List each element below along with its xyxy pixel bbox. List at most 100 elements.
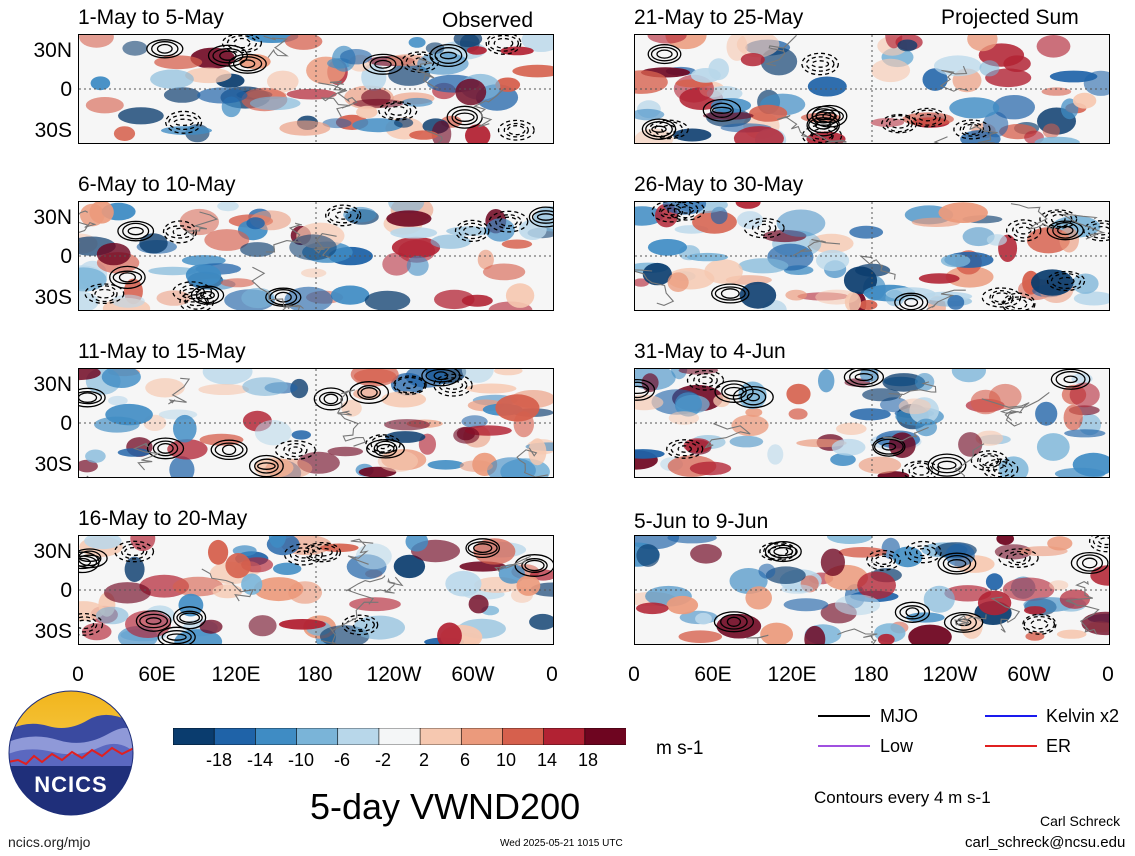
- coastline: [981, 398, 1030, 421]
- anomaly-patch: [273, 562, 302, 575]
- coastline: [265, 222, 303, 253]
- anomaly-patch: [785, 289, 807, 301]
- anomaly-patch: [466, 383, 517, 394]
- anomaly-patch: [301, 268, 327, 278]
- mjo-contour: [433, 373, 473, 397]
- anomaly-patch: [739, 281, 777, 309]
- colorbar-tick: -6: [333, 750, 350, 770]
- coastline: [426, 130, 443, 143]
- coastline: [374, 576, 404, 594]
- anomaly-patch: [1049, 580, 1069, 591]
- mjo-contour: [79, 390, 103, 405]
- mjo-contour: [651, 202, 691, 223]
- mjo-contour: [179, 612, 201, 623]
- mjo-contour: [165, 110, 203, 134]
- anomaly-patch: [859, 300, 878, 310]
- anomaly-patch: [254, 420, 292, 446]
- mjo-contour: [843, 369, 885, 388]
- mjo-contour: [989, 290, 1014, 305]
- anomaly-patch: [870, 118, 905, 127]
- anomaly-patch: [89, 202, 114, 224]
- author-email-link[interactable]: carl_schreck@ncsu.edu: [965, 834, 1126, 851]
- anomaly-patch: [161, 126, 212, 135]
- ncics-url-link[interactable]: ncics.org/mjo: [8, 834, 91, 850]
- mjo-contour: [918, 113, 937, 122]
- anomaly-patch: [1036, 433, 1070, 461]
- coastline: [764, 35, 797, 67]
- anomaly-patch: [996, 536, 1014, 545]
- anomaly-patch: [636, 602, 669, 615]
- mjo-contour: [345, 617, 375, 632]
- mjo-contour: [79, 555, 98, 570]
- mjo-contour: [1005, 219, 1042, 242]
- anomaly-patch: [197, 87, 248, 104]
- anomaly-patch: [85, 449, 106, 463]
- coastline: [814, 132, 847, 143]
- anomaly-patch: [249, 96, 301, 111]
- mjo-contour: [1050, 213, 1066, 225]
- anomaly-patch: [477, 249, 494, 270]
- anomaly-patch: [117, 448, 151, 457]
- anomaly-patch: [687, 252, 728, 262]
- coastline: [313, 233, 337, 259]
- colorbar-tick: 6: [459, 750, 470, 770]
- mjo-contour: [711, 283, 750, 304]
- anomaly-patch: [758, 563, 776, 579]
- mjo-contour: [151, 41, 179, 57]
- mjo-contour: [493, 37, 514, 49]
- map-panel-r0: [634, 34, 1110, 144]
- coastline: [954, 614, 987, 627]
- mjo-contour: [219, 50, 237, 61]
- mjo-contour: [433, 371, 449, 381]
- mjo-contour: [313, 387, 349, 411]
- anomaly-patch: [1049, 70, 1098, 83]
- lon-label-120e: 120E: [767, 663, 817, 686]
- anomaly-patch: [385, 431, 426, 443]
- anomaly-patch: [179, 208, 219, 236]
- mjo-contour: [434, 47, 463, 64]
- coastline: [882, 426, 929, 442]
- mjo-contour: [1081, 557, 1098, 569]
- mjo-contour: [937, 552, 977, 575]
- mjo-contour: [495, 214, 522, 230]
- coastline: [336, 389, 356, 416]
- anomaly-patch: [1018, 546, 1068, 557]
- lon-label-0: 0: [628, 663, 640, 686]
- anomaly-patch: [738, 258, 789, 274]
- mjo-contour: [184, 294, 209, 310]
- mjo-contour: [118, 272, 136, 283]
- mjo-contour: [806, 113, 840, 137]
- mjo-contour: [1063, 375, 1078, 384]
- anomaly-patch: [834, 594, 881, 616]
- coastline: [339, 413, 367, 447]
- anomaly-patch: [79, 369, 101, 381]
- anomaly-patch: [521, 35, 553, 52]
- mjo-contour: [357, 385, 381, 400]
- mjo-contour: [977, 453, 1002, 469]
- mjo-contour: [146, 437, 185, 460]
- anomaly-patch: [951, 369, 986, 383]
- mjo-contour: [303, 542, 342, 563]
- mjo-contour: [801, 52, 839, 76]
- mjo-contour: [439, 51, 457, 60]
- mjo-contour: [352, 619, 368, 631]
- mjo-contour: [94, 288, 115, 299]
- anomaly-patch: [289, 234, 337, 261]
- anomaly-patch: [704, 259, 743, 284]
- anomaly-patch: [85, 97, 124, 114]
- mjo-contour: [79, 616, 98, 633]
- coastline: [320, 601, 379, 644]
- anomaly-patch: [690, 544, 722, 564]
- mjo-contour: [677, 445, 692, 453]
- mjo-contour: [365, 434, 401, 454]
- mjo-contour: [981, 287, 1022, 308]
- anomaly-patch: [240, 242, 275, 257]
- mjo-contour: [454, 219, 490, 243]
- lat-label-30s: 30S: [34, 119, 72, 142]
- mjo-contour: [374, 59, 392, 69]
- mjo-contour: [79, 551, 100, 574]
- lon-label-180: 180: [297, 663, 333, 686]
- mjo-contour: [200, 290, 215, 300]
- anomaly-patch: [453, 35, 483, 48]
- mjo-contour: [757, 223, 771, 233]
